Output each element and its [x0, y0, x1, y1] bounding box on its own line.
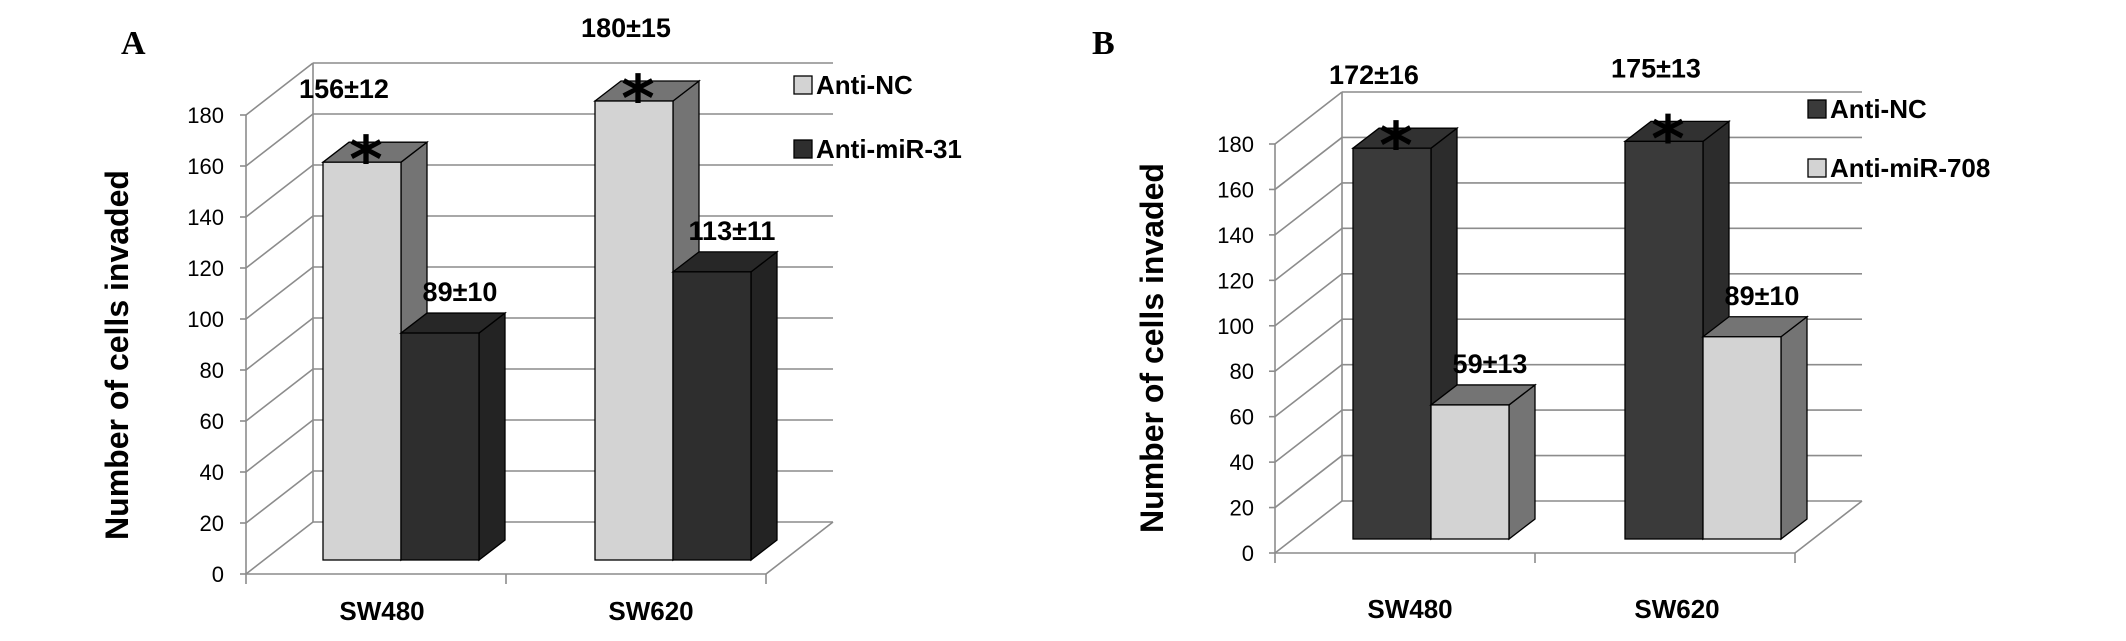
bar	[322, 161, 402, 561]
bar-side	[1780, 315, 1808, 541]
bar-anti-mir-708-sw620	[1701, 315, 1809, 541]
significance-star: *	[621, 63, 654, 137]
bar	[1352, 147, 1432, 540]
data-label: 113±11	[689, 216, 776, 246]
y-axis-label: Number of cells invaded	[1134, 163, 1170, 533]
y-tick-label: 0	[1242, 541, 1254, 566]
gridline-side	[1274, 500, 1343, 554]
legend-swatch	[793, 75, 813, 95]
bar	[1702, 336, 1782, 540]
x-tick-label: SW480	[339, 596, 424, 626]
significance-star: *	[1379, 110, 1412, 184]
chart-panel-b: B 0 20 40 60 80 100 120 140 160 180 Number of cells…	[1092, 25, 1990, 624]
y-tick-label: 120	[187, 256, 224, 281]
y-tick-label: 180	[1217, 132, 1254, 157]
bar	[1624, 140, 1704, 540]
data-label: 172±16	[1329, 60, 1419, 90]
y-tick-label: 0	[212, 562, 224, 587]
bar-anti-mir-31-sw480	[399, 311, 507, 562]
floor-right-edge	[1794, 500, 1863, 554]
legend-label: Anti-NC	[816, 70, 913, 100]
bar-side	[478, 311, 506, 562]
y-tick-label: 20	[200, 511, 224, 536]
gridline-side	[1274, 136, 1343, 191]
x-tick-label: SW480	[1367, 594, 1452, 624]
gridline-side	[1274, 409, 1343, 463]
bar	[400, 332, 480, 561]
legend-swatch	[1807, 158, 1827, 178]
y-tick-label: 80	[200, 358, 224, 383]
y-tick-label: 180	[187, 103, 224, 128]
legend-swatch	[1807, 99, 1827, 119]
gridline-side	[245, 368, 314, 422]
bar-anti-mir-31-sw620	[671, 250, 779, 562]
gridline-side	[245, 266, 314, 320]
gridline-side	[1274, 182, 1343, 236]
y-tick-label: 40	[1230, 450, 1254, 475]
chart-panel-a: A 0 20 40 60 80 100 120 140 160 180 Number of cells…	[99, 13, 962, 626]
data-label: 89±10	[1725, 281, 1800, 311]
gridline-side	[1274, 318, 1343, 372]
panel-letter: A	[121, 25, 146, 62]
gridline-side	[1274, 364, 1343, 418]
legend-label: Anti-miR-31	[816, 134, 962, 164]
significance-star: *	[1651, 103, 1684, 177]
y-tick-label: 160	[187, 154, 224, 179]
y-tick-label: 20	[1230, 496, 1254, 521]
data-label: 175±13	[1611, 53, 1701, 83]
gridline-side	[1274, 454, 1343, 509]
gridline-side	[245, 521, 314, 575]
y-tick-label: 160	[1217, 177, 1254, 202]
bar-anti-mir-708-sw480	[1429, 383, 1537, 541]
y-tick-label: 40	[200, 460, 224, 485]
panel-letter: B	[1092, 25, 1115, 62]
y-axis-label: Number of cells invaded	[99, 170, 135, 540]
y-tick-label: 120	[1217, 268, 1254, 293]
y-tick-label: 80	[1230, 359, 1254, 384]
y-tick-label: 100	[187, 307, 224, 332]
gridline-side	[245, 215, 314, 269]
gridline-side	[245, 62, 314, 116]
y-tick-label: 140	[187, 205, 224, 230]
legend-swatch	[793, 139, 813, 159]
bar-anti-nc-sw620	[593, 79, 701, 562]
gridline-side	[245, 164, 314, 218]
bar-side	[1508, 383, 1536, 541]
bar	[672, 271, 752, 561]
legend-label: Anti-NC	[1830, 94, 1927, 124]
y-tick-label: 140	[1217, 223, 1254, 248]
x-tick-label: SW620	[608, 596, 693, 626]
x-tick-label: SW620	[1634, 594, 1719, 624]
data-label: 156±12	[299, 74, 389, 104]
floor-right-edge	[765, 521, 834, 575]
gridline-side	[245, 113, 314, 167]
bar	[1430, 404, 1510, 540]
gridline-side	[245, 317, 314, 371]
y-tick-label: 60	[1230, 405, 1254, 430]
gridline-side	[245, 419, 314, 473]
data-label: 180±15	[581, 13, 671, 43]
data-label: 89±10	[423, 277, 498, 307]
y-tick-label: 100	[1217, 314, 1254, 339]
gridline-side	[1274, 273, 1343, 327]
legend-label: Anti-miR-708	[1830, 153, 1990, 183]
gridline-side	[1274, 227, 1343, 281]
bar-side	[750, 250, 778, 562]
bar	[594, 100, 674, 561]
gridline-side	[245, 470, 314, 524]
data-label: 59±13	[1453, 349, 1528, 379]
gridline-side	[1274, 91, 1343, 145]
significance-star: *	[349, 124, 382, 198]
y-tick-label: 60	[200, 409, 224, 434]
